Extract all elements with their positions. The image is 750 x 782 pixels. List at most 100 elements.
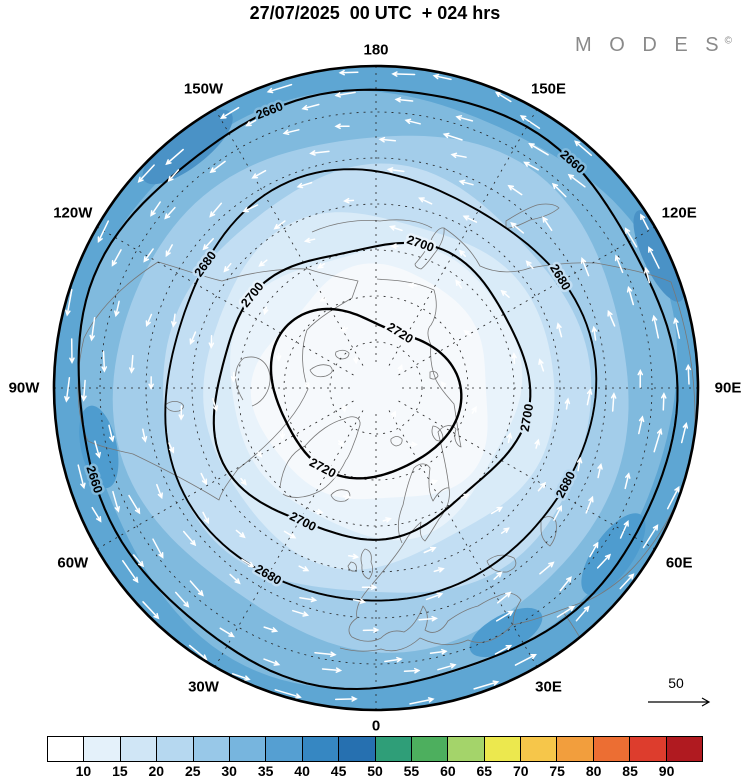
wind-arrow xyxy=(638,415,645,435)
wind-arrow xyxy=(564,397,571,410)
wind-arrow xyxy=(455,279,463,289)
colorbar-cell xyxy=(375,737,412,761)
wind-arrow xyxy=(386,167,405,173)
wind-arrow xyxy=(586,388,593,406)
latitude-circle xyxy=(191,203,561,573)
wind-arrow xyxy=(458,179,474,186)
colorbar-cell xyxy=(521,737,558,761)
wind-arrow xyxy=(589,541,599,558)
contour-line-2720 xyxy=(269,307,463,480)
meridian-line xyxy=(398,400,656,550)
wind-arrow xyxy=(525,260,534,270)
latitude-circle xyxy=(283,295,469,481)
wind-arrow xyxy=(523,161,539,171)
colorbar-cell xyxy=(193,737,230,761)
coastline-path xyxy=(443,227,672,283)
wind-arrow xyxy=(500,289,510,298)
longitude-label: 0 xyxy=(372,718,380,735)
wind-arrow xyxy=(274,689,302,699)
coastline-path xyxy=(235,356,271,407)
wind-arrow xyxy=(174,591,190,608)
modes-logo-text: M O D E S xyxy=(575,34,725,56)
wind-arrow xyxy=(148,376,154,390)
wind-arrow xyxy=(666,485,680,510)
wind-arrow xyxy=(241,558,255,568)
wind-arrow xyxy=(463,329,472,337)
wind-arrow xyxy=(132,554,145,568)
wind-arrow xyxy=(361,584,378,590)
reference-vector-arrow xyxy=(648,697,711,707)
coastline-path xyxy=(77,261,359,501)
wind-arrow xyxy=(382,517,392,523)
wind-arrow xyxy=(230,371,237,383)
wind-arrow xyxy=(129,354,135,374)
contour-line-2660 xyxy=(77,88,679,691)
wind-arrow xyxy=(229,573,241,585)
wind-arrow xyxy=(653,428,663,453)
wind-arrow xyxy=(597,462,603,479)
wind-arrow xyxy=(303,237,316,244)
coastline-path xyxy=(540,516,557,547)
wind-arrow xyxy=(212,397,219,412)
wind-arrow xyxy=(494,91,512,103)
colorbar-tick-label: 90 xyxy=(658,763,675,779)
longitude-label: 120E xyxy=(662,204,697,221)
coastline-path xyxy=(429,371,439,380)
colorbar-tick-label: 65 xyxy=(476,763,493,779)
wind-arrow xyxy=(164,206,176,220)
wind-arrow xyxy=(462,215,478,223)
wind-arrow xyxy=(245,116,262,127)
wind-arrow xyxy=(262,306,269,316)
wind-arrows xyxy=(64,69,692,705)
wind-arrow xyxy=(507,184,523,196)
colorbar-tick-label: 80 xyxy=(585,763,602,779)
shading-patch xyxy=(581,513,646,596)
wind-arrow xyxy=(283,530,297,539)
wind-arrow xyxy=(150,201,161,217)
wind-arrow xyxy=(182,530,197,547)
coastline-path xyxy=(309,364,333,378)
meridian-line xyxy=(388,108,538,366)
wind-arrow xyxy=(342,493,352,500)
latitude-circle xyxy=(329,341,423,435)
wind-arrow xyxy=(142,601,160,620)
colorbar-cell xyxy=(157,737,194,761)
colorbar-cell xyxy=(484,737,522,761)
wind-arrow xyxy=(651,314,660,339)
wind-arrow xyxy=(235,529,246,539)
wind-arrow xyxy=(390,410,397,419)
wind-arrow xyxy=(178,405,185,421)
wind-arrow xyxy=(256,450,263,458)
wind-arrow xyxy=(388,225,403,232)
wind-arrow xyxy=(266,83,293,94)
wind-arrow xyxy=(539,561,555,575)
colorbar-tick-label: 15 xyxy=(112,763,128,779)
longitude-label: 150E xyxy=(531,81,566,98)
wind-arrow xyxy=(510,222,525,234)
colorbar-cell xyxy=(630,737,667,761)
colorbar-cell xyxy=(339,737,376,761)
colorbar-cell xyxy=(593,737,631,761)
wind-arrow xyxy=(353,356,359,365)
wind-arrow xyxy=(189,331,197,346)
wind-arrow xyxy=(418,197,433,205)
longitude-label: 60E xyxy=(666,555,693,572)
wind-arrow xyxy=(343,197,355,204)
wind-arrow xyxy=(680,421,689,444)
wind-arrow xyxy=(275,352,282,362)
wind-arrow xyxy=(209,160,226,174)
shading-patch xyxy=(633,210,685,302)
wind-arrow xyxy=(408,441,418,448)
wind-arrow xyxy=(317,263,326,269)
wind-arrow xyxy=(209,202,223,218)
coastline-path xyxy=(505,203,560,229)
wind-arrow xyxy=(556,605,576,618)
shading-patch xyxy=(469,607,543,658)
wind-arrow xyxy=(111,249,122,267)
wind-arrow xyxy=(423,546,437,554)
colorbar-tick-label: 55 xyxy=(403,763,420,779)
coastline-path xyxy=(164,401,184,412)
wind-arrow xyxy=(334,91,356,98)
wind-arrow xyxy=(219,106,240,119)
